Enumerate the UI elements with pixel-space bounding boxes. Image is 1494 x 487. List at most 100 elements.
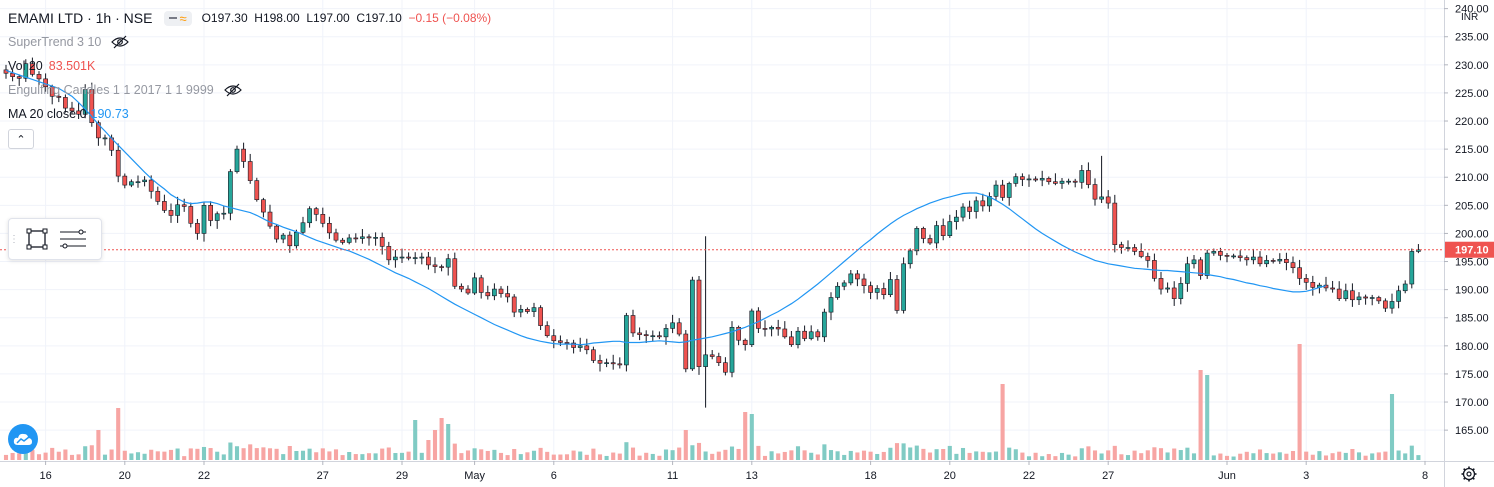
indicator-label[interactable]: Vol 20: [8, 59, 43, 73]
volume-bar: [908, 447, 913, 460]
volume-bar: [1079, 448, 1084, 460]
volume-bar: [1152, 447, 1157, 460]
candle-body: [472, 277, 477, 294]
volume-bar: [663, 449, 669, 460]
candle-body: [445, 258, 451, 268]
candle-body: [1026, 178, 1032, 181]
time-tick-label: 6: [551, 470, 557, 482]
candle-body: [518, 309, 524, 313]
volume-bar: [1092, 450, 1098, 460]
volume-bar: [281, 454, 286, 460]
candle-body: [115, 149, 121, 177]
candle-body: [340, 239, 345, 243]
candle-body: [30, 63, 35, 75]
candle-body: [617, 363, 623, 366]
indicator-label[interactable]: SuperTrend 3 10: [8, 35, 102, 49]
volume-bar: [116, 408, 121, 460]
candle-body: [696, 279, 702, 367]
time-tick-label: 8: [1422, 470, 1428, 482]
volume-bar: [802, 450, 807, 460]
indicator-label[interactable]: MA 20 close 0: [8, 107, 87, 121]
volume-bar: [617, 453, 622, 460]
candle-body: [934, 225, 939, 244]
candle-body: [261, 199, 266, 213]
indicator-supertrend[interactable]: SuperTrend 3 10: [8, 30, 491, 54]
volume-bar: [578, 451, 583, 460]
rectangle-tool-button[interactable]: [19, 221, 55, 257]
candle-body: [478, 277, 484, 293]
candle-body: [584, 345, 590, 351]
candle-body: [439, 266, 444, 268]
drag-handle-icon[interactable]: ⋮: [9, 233, 19, 245]
candle-body: [148, 179, 154, 192]
minus-icon[interactable]: [169, 17, 178, 19]
candle-body: [1006, 183, 1012, 198]
candle-body: [102, 137, 108, 140]
floating-drawing-toolbar[interactable]: ⋮: [8, 218, 102, 260]
volume-bar: [921, 448, 926, 460]
volume-bar: [1370, 453, 1375, 460]
candle-body: [597, 360, 603, 364]
candle-body: [327, 223, 332, 234]
indicator-ma[interactable]: MA 20 close 0 190.73: [8, 102, 491, 126]
volume-bar: [1059, 452, 1065, 460]
volume-bar: [815, 454, 820, 460]
volume-bar: [10, 452, 15, 460]
candle-body: [1244, 257, 1250, 261]
volume-bar: [36, 454, 42, 460]
tradingview-cloud-icon[interactable]: [8, 424, 38, 454]
volume-bar: [789, 450, 794, 460]
indicator-engulfing[interactable]: Engulfing Candles 1 1 2017 1 1 9999: [8, 78, 491, 102]
collapse-legend-button[interactable]: ⌃: [8, 129, 34, 149]
wave-icon[interactable]: ≈: [179, 10, 187, 26]
candle-body: [571, 342, 576, 348]
price-tick-label: 200.00: [1455, 228, 1489, 240]
series-controls[interactable]: ≈: [164, 10, 192, 26]
volume-bar: [320, 448, 325, 460]
candle-body: [564, 342, 570, 344]
volume-bar: [1323, 455, 1329, 460]
volume-bar: [1106, 450, 1111, 460]
candle-body: [320, 214, 326, 224]
indicator-label[interactable]: Engulfing Candles 1 1 2017 1 1 9999: [8, 83, 214, 97]
volume-bar: [373, 453, 378, 460]
eye-off-icon[interactable]: [111, 35, 130, 49]
candle-body: [650, 335, 656, 338]
lines-tool-button[interactable]: [55, 221, 91, 257]
volume-bar: [980, 451, 985, 460]
candle-body: [373, 237, 378, 239]
volume-bar: [637, 455, 642, 460]
candle-body: [228, 171, 233, 214]
candle-body: [393, 256, 398, 261]
candle-body: [808, 331, 814, 339]
volume-bar: [1145, 450, 1150, 460]
candle-body: [353, 237, 359, 240]
volume-bar: [1066, 454, 1071, 460]
indicator-volume[interactable]: Vol 20 83.501K: [8, 54, 491, 78]
candle-body: [188, 206, 194, 224]
volume-bar: [56, 451, 61, 460]
candle-body: [1409, 251, 1415, 285]
candle-body: [1105, 196, 1111, 204]
gear-icon[interactable]: [1461, 466, 1477, 482]
candle-body: [1277, 258, 1283, 262]
price-tick-label: 190.00: [1455, 285, 1489, 297]
volume-bar: [1277, 452, 1282, 460]
symbol-title[interactable]: EMAMI LTD · 1h · NSE: [8, 10, 153, 26]
volume-bar: [360, 454, 365, 460]
candle-body: [1356, 296, 1362, 301]
volume-bar: [340, 455, 345, 460]
volume-bar: [1125, 455, 1131, 460]
volume-bar: [901, 443, 906, 460]
volume-bar: [1396, 450, 1401, 460]
volume-bar: [452, 443, 457, 460]
volume-bar: [102, 454, 108, 460]
time-tick-label: 22: [1023, 470, 1035, 482]
eye-off-icon[interactable]: [223, 83, 242, 97]
candle-body: [881, 288, 887, 295]
candle-body: [1363, 296, 1368, 299]
volume-bar: [122, 450, 127, 460]
candle-body: [294, 232, 299, 247]
candle-body: [558, 340, 563, 343]
